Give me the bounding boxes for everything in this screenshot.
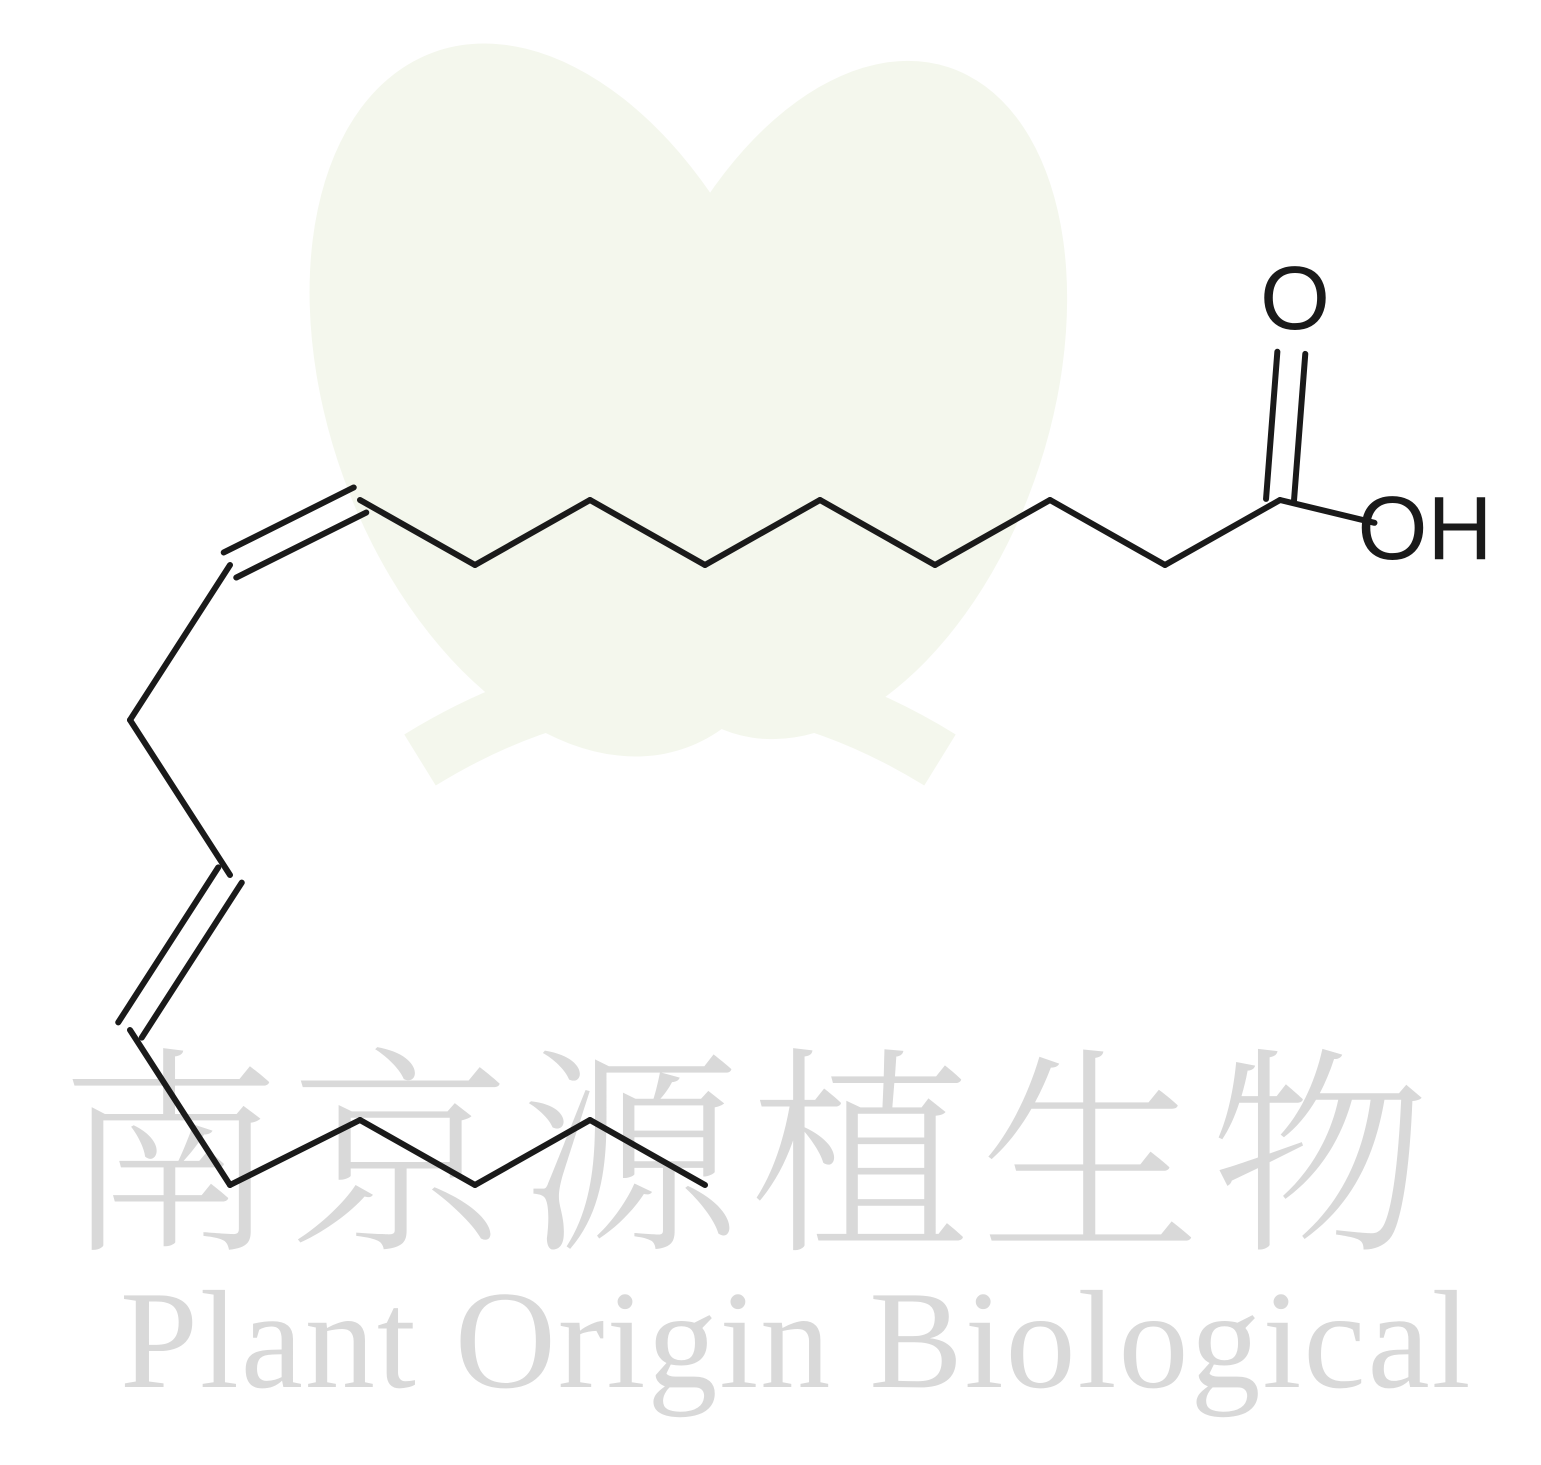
- molecule-structure: O OH: [0, 0, 1541, 1465]
- atom-label: OH: [1358, 479, 1493, 579]
- diagram-canvas: 南京源植生物 Plant Origin Biological OOH: [0, 0, 1541, 1465]
- atom-label: O: [1260, 249, 1330, 349]
